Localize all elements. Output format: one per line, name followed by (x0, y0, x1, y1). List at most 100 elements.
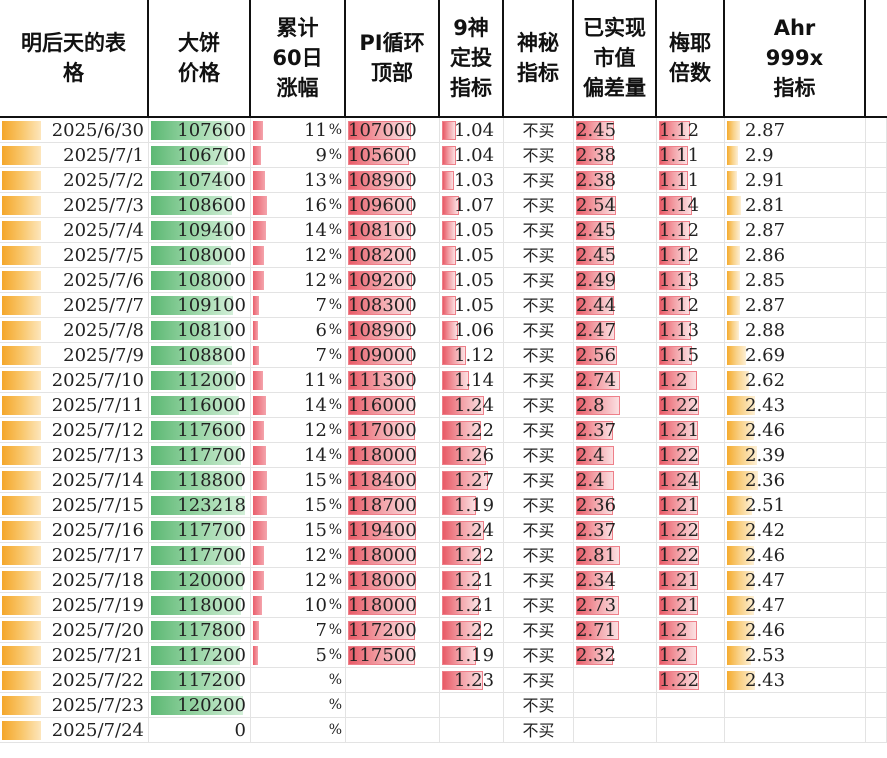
price-cell[interactable]: 118800 (149, 468, 251, 493)
ahr-cell[interactable]: 2.43 (725, 393, 866, 418)
ahr-cell[interactable]: 2.87 (725, 293, 866, 318)
price-cell[interactable]: 107600 (149, 118, 251, 143)
mystery-cell[interactable]: 不买 (504, 518, 574, 543)
ahr-cell[interactable]: 2.46 (725, 618, 866, 643)
mvrv-cell[interactable]: 2.32 (574, 643, 657, 668)
mvrv-cell[interactable]: 2.44 (574, 293, 657, 318)
price-cell[interactable]: 108000 (149, 268, 251, 293)
header-mayer[interactable]: 梅耶 倍数 (669, 31, 711, 85)
nine-cell[interactable]: 1.19 (440, 493, 504, 518)
date-cell[interactable]: 2025/7/1 (0, 143, 149, 168)
mvrv-cell[interactable]: 2.74 (574, 368, 657, 393)
empty-cell[interactable] (866, 468, 887, 493)
mystery-cell[interactable]: 不买 (504, 193, 574, 218)
empty-cell[interactable] (866, 493, 887, 518)
mystery-cell[interactable]: 不买 (504, 343, 574, 368)
mayer-cell[interactable]: 1.12 (657, 243, 725, 268)
date-cell[interactable]: 2025/7/11 (0, 393, 149, 418)
nine-cell[interactable] (440, 718, 504, 743)
date-cell[interactable]: 2025/7/21 (0, 643, 149, 668)
mystery-cell[interactable]: 不买 (504, 668, 574, 693)
date-cell[interactable]: 2025/7/3 (0, 193, 149, 218)
pi-cell[interactable]: 117000 (346, 418, 440, 443)
date-cell[interactable]: 2025/7/9 (0, 343, 149, 368)
rise-cell[interactable]: 13% (251, 168, 346, 193)
ahr-cell[interactable]: 2.69 (725, 343, 866, 368)
rise-cell[interactable]: 14% (251, 218, 346, 243)
empty-cell[interactable] (866, 568, 887, 593)
date-cell[interactable]: 2025/7/24 (0, 718, 149, 743)
pi-cell[interactable]: 117200 (346, 618, 440, 643)
rise-cell[interactable]: 7% (251, 618, 346, 643)
header-mystery[interactable]: 神秘 指标 (517, 31, 559, 85)
mvrv-cell[interactable]: 2.73 (574, 593, 657, 618)
mayer-cell[interactable]: 1.24 (657, 468, 725, 493)
mayer-cell[interactable]: 1.22 (657, 393, 725, 418)
pi-cell[interactable]: 108200 (346, 243, 440, 268)
empty-cell[interactable] (866, 118, 887, 143)
mayer-cell[interactable]: 1.11 (657, 143, 725, 168)
pi-cell[interactable]: 108100 (346, 218, 440, 243)
mvrv-cell[interactable]: 2.36 (574, 493, 657, 518)
price-cell[interactable]: 117700 (149, 518, 251, 543)
date-cell[interactable]: 2025/7/22 (0, 668, 149, 693)
nine-cell[interactable]: 1.04 (440, 118, 504, 143)
rise-cell[interactable]: 12% (251, 543, 346, 568)
date-cell[interactable]: 2025/7/5 (0, 243, 149, 268)
pi-cell[interactable] (346, 668, 440, 693)
date-cell[interactable]: 2025/7/2 (0, 168, 149, 193)
mystery-cell[interactable]: 不买 (504, 443, 574, 468)
ahr-cell[interactable]: 2.85 (725, 268, 866, 293)
mvrv-cell[interactable]: 2.71 (574, 618, 657, 643)
date-cell[interactable]: 2025/7/18 (0, 568, 149, 593)
rise-cell[interactable]: 15% (251, 518, 346, 543)
nine-cell[interactable]: 1.21 (440, 593, 504, 618)
price-cell[interactable]: 120000 (149, 568, 251, 593)
price-cell[interactable]: 117200 (149, 643, 251, 668)
ahr-cell[interactable]: 2.53 (725, 643, 866, 668)
price-cell[interactable]: 117700 (149, 443, 251, 468)
price-cell[interactable]: 108000 (149, 243, 251, 268)
mvrv-cell[interactable]: 2.4 (574, 443, 657, 468)
pi-cell[interactable]: 108900 (346, 168, 440, 193)
date-cell[interactable]: 2025/7/23 (0, 693, 149, 718)
empty-cell[interactable] (866, 243, 887, 268)
pi-cell[interactable]: 107000 (346, 118, 440, 143)
empty-cell[interactable] (866, 418, 887, 443)
mayer-cell[interactable]: 1.15 (657, 343, 725, 368)
mystery-cell[interactable]: 不买 (504, 418, 574, 443)
ahr-cell[interactable]: 2.51 (725, 493, 866, 518)
date-cell[interactable]: 2025/7/12 (0, 418, 149, 443)
mvrv-cell[interactable]: 2.49 (574, 268, 657, 293)
empty-cell[interactable] (866, 718, 887, 743)
pi-cell[interactable]: 118000 (346, 443, 440, 468)
mvrv-cell[interactable]: 2.4 (574, 468, 657, 493)
nine-cell[interactable]: 1.22 (440, 543, 504, 568)
mvrv-cell[interactable]: 2.8 (574, 393, 657, 418)
mayer-cell[interactable]: 1.22 (657, 543, 725, 568)
mvrv-cell[interactable]: 2.45 (574, 218, 657, 243)
pi-cell[interactable]: 118700 (346, 493, 440, 518)
rise-cell[interactable]: % (251, 693, 346, 718)
nine-cell[interactable]: 1.06 (440, 318, 504, 343)
mayer-cell[interactable]: 1.2 (657, 618, 725, 643)
rise-cell[interactable]: 16% (251, 193, 346, 218)
mayer-cell[interactable]: 1.12 (657, 293, 725, 318)
pi-cell[interactable]: 118000 (346, 593, 440, 618)
mayer-cell[interactable]: 1.2 (657, 643, 725, 668)
pi-cell[interactable]: 109200 (346, 268, 440, 293)
nine-cell[interactable]: 1.04 (440, 143, 504, 168)
rise-cell[interactable]: 7% (251, 293, 346, 318)
mystery-cell[interactable]: 不买 (504, 243, 574, 268)
header-mvrv[interactable]: 已实现 市值 偏差量 (583, 16, 646, 100)
nine-cell[interactable]: 1.19 (440, 643, 504, 668)
pi-cell[interactable]: 108300 (346, 293, 440, 318)
ahr-cell[interactable]: 2.81 (725, 193, 866, 218)
rise-cell[interactable]: 15% (251, 493, 346, 518)
nine-cell[interactable]: 1.27 (440, 468, 504, 493)
mystery-cell[interactable]: 不买 (504, 618, 574, 643)
header-rise[interactable]: 累计 60日 涨幅 (272, 16, 323, 100)
price-cell[interactable]: 117200 (149, 668, 251, 693)
nine-cell[interactable]: 1.05 (440, 268, 504, 293)
date-cell[interactable]: 2025/7/14 (0, 468, 149, 493)
